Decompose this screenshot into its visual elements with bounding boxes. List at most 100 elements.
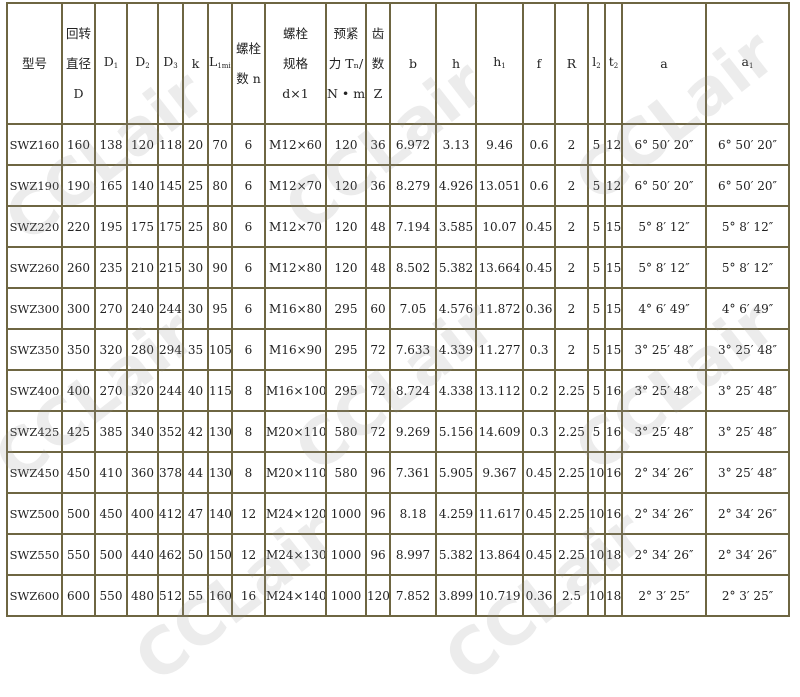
table-cell: 4.926 (435, 164, 477, 207)
table-cell: 0.45 (522, 246, 556, 289)
table-cell: 105 (207, 328, 233, 371)
table-cell: 10.719 (475, 574, 524, 617)
table-cell: 2.25 (554, 451, 589, 494)
table-cell: 320 (94, 328, 128, 371)
table-cell: 410 (94, 451, 128, 494)
table-row: SWZ220 220 195 175 175 25 80 6 M12×70 120 48 7.194 3… (6, 205, 790, 248)
table-cell: 600 (61, 574, 96, 617)
table-row: SWZ550 550 500 440 462 50 150 12 M24×130 1000 96 8.… (6, 533, 790, 576)
table-cell: 500 (94, 533, 128, 576)
table-cell: 5° 8′ 12″ (705, 205, 790, 248)
table-cell: 4.339 (435, 328, 477, 371)
table-cell: 120 (325, 123, 367, 166)
table-cell: 80 (207, 164, 233, 207)
table-cell: 5.382 (435, 246, 477, 289)
table-cell: 550 (61, 533, 96, 576)
table-row: SWZ450 450 410 360 378 44 130 8 M20×110 580 96 7.36… (6, 451, 790, 494)
table-cell: 260 (61, 246, 96, 289)
table-cell: 4.576 (435, 287, 477, 330)
table-cell: 13.051 (475, 164, 524, 207)
table-cell: 4° 6′ 49″ (621, 287, 707, 330)
table-cell: 2° 3′ 25″ (705, 574, 790, 617)
model-cell: SWZ500 (6, 492, 63, 535)
table-cell: M24×140 (264, 574, 327, 617)
table-cell: 0.3 (522, 410, 556, 453)
table-cell: 30 (182, 287, 209, 330)
model-cell: SWZ260 (6, 246, 63, 289)
table-cell: 120 (365, 574, 391, 617)
header-text: a (660, 55, 668, 71)
table-cell: 340 (126, 410, 159, 453)
table-cell: 6 (231, 164, 266, 207)
header-text: h (493, 53, 502, 69)
table-cell: 385 (94, 410, 128, 453)
table-cell: 16 (604, 492, 623, 535)
column-header: a1 (705, 2, 790, 125)
column-header: 回转 直径 D (61, 2, 96, 125)
table-cell: 6 (231, 328, 266, 371)
table-cell: 130 (207, 451, 233, 494)
table-cell: 120 (325, 246, 367, 289)
table-cell: 3° 25′ 48″ (621, 410, 707, 453)
column-header: 螺栓 规格 d×1 (264, 2, 327, 125)
table-cell: 5 (587, 410, 606, 453)
table-cell: M24×120 (264, 492, 327, 535)
table-cell: 15 (604, 246, 623, 289)
table-cell: 12 (231, 533, 266, 576)
table-cell: 140 (126, 164, 159, 207)
table-cell: 195 (94, 205, 128, 248)
header-text: 齿 (371, 25, 385, 41)
header-text: R (566, 55, 577, 71)
table-cell: 2.25 (554, 492, 589, 535)
table-cell: 2.5 (554, 574, 589, 617)
header-text: 预紧 (333, 25, 359, 41)
table-cell: 5 (587, 205, 606, 248)
table-cell: 80 (207, 205, 233, 248)
table-cell: 0.6 (522, 123, 556, 166)
table-cell: 400 (61, 369, 96, 412)
table-cell: 0.3 (522, 328, 556, 371)
model-cell: SWZ600 (6, 574, 63, 617)
table-cell: M24×130 (264, 533, 327, 576)
table-cell: 0.45 (522, 533, 556, 576)
table-cell: 160 (207, 574, 233, 617)
model-cell: SWZ190 (6, 164, 63, 207)
table-cell: 450 (94, 492, 128, 535)
table-cell: 6 (231, 205, 266, 248)
table-cell: 240 (126, 287, 159, 330)
column-header: k (182, 2, 209, 125)
table-cell: 7.852 (389, 574, 437, 617)
table-cell: 13.664 (475, 246, 524, 289)
header-text: D (163, 53, 174, 69)
table-cell: 8 (231, 451, 266, 494)
table-cell: 2° 34′ 26″ (621, 492, 707, 535)
table-cell: M12×80 (264, 246, 327, 289)
table-cell: 300 (61, 287, 96, 330)
table-cell: 244 (157, 369, 184, 412)
table-row: SWZ300 300 270 240 244 30 95 6 M16×80 295 60 7.05 4.… (6, 287, 790, 330)
table-row: SWZ500 500 450 400 412 47 140 12 M24×120 1000 96 8.… (6, 492, 790, 535)
table-cell: 2 (554, 164, 589, 207)
table-cell: 120 (126, 123, 159, 166)
table-cell: 6° 50′ 20″ (705, 123, 790, 166)
model-cell: SWZ425 (6, 410, 63, 453)
table-cell: 5° 8′ 12″ (705, 246, 790, 289)
header-text: D (135, 53, 146, 69)
table-cell: 2 (554, 246, 589, 289)
table-cell: 2° 34′ 26″ (621, 533, 707, 576)
table-cell: 5° 8′ 12″ (621, 205, 707, 248)
table-cell: 0.6 (522, 164, 556, 207)
column-header: t2 (604, 2, 623, 125)
header-subscript: 2 (596, 61, 601, 70)
table-cell: 0.36 (522, 287, 556, 330)
table-cell: 2.25 (554, 533, 589, 576)
table-cell: 60 (365, 287, 391, 330)
table-cell: 1000 (325, 492, 367, 535)
header-subscript: 1 (501, 61, 506, 70)
header-text: Z (373, 85, 383, 101)
table-cell: 11.872 (475, 287, 524, 330)
table-cell: 295 (325, 328, 367, 371)
header-text: 力 Tₙ/ (328, 55, 364, 71)
table-cell: 15 (604, 328, 623, 371)
